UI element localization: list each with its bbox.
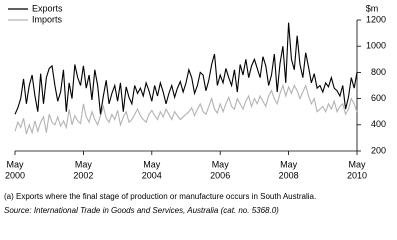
x-tick-year: 2010 — [347, 170, 367, 180]
legend-label: Exports — [32, 3, 63, 13]
x-tick-month: May — [6, 159, 24, 169]
x-tick-month: May — [348, 159, 366, 169]
x-tick-month: May — [75, 159, 93, 169]
y-tick-label: 800 — [371, 67, 386, 77]
source-text: International Trade in Goods and Service… — [34, 206, 279, 215]
x-tick-month: May — [143, 159, 161, 169]
series-line — [14, 22, 358, 115]
y-tick-label: 1000 — [366, 41, 386, 51]
legend-label: Imports — [32, 14, 63, 24]
x-tick-year: 2008 — [279, 170, 299, 180]
y-tick-label: 1200 — [366, 14, 386, 24]
unit-label: $m — [366, 3, 379, 13]
x-tick-year: 2006 — [210, 170, 230, 180]
x-tick-year: 2004 — [142, 170, 162, 180]
y-tick-label: 600 — [371, 93, 386, 103]
y-tick-label: 200 — [371, 145, 386, 155]
y-tick-label: 400 — [371, 119, 386, 129]
chart: $m (a) Exports where the final stage of … — [4, 3, 386, 215]
x-tick-month: May — [280, 159, 298, 169]
source: Source: International Trade in Goods and… — [4, 206, 279, 215]
x-tick-month: May — [212, 159, 230, 169]
x-tick-year: 2000 — [5, 170, 25, 180]
x-tick-year: 2002 — [73, 170, 93, 180]
source-label: Source: — [4, 206, 32, 215]
series-line — [14, 83, 358, 135]
footnote: (a) Exports where the final stage of pro… — [4, 192, 316, 201]
